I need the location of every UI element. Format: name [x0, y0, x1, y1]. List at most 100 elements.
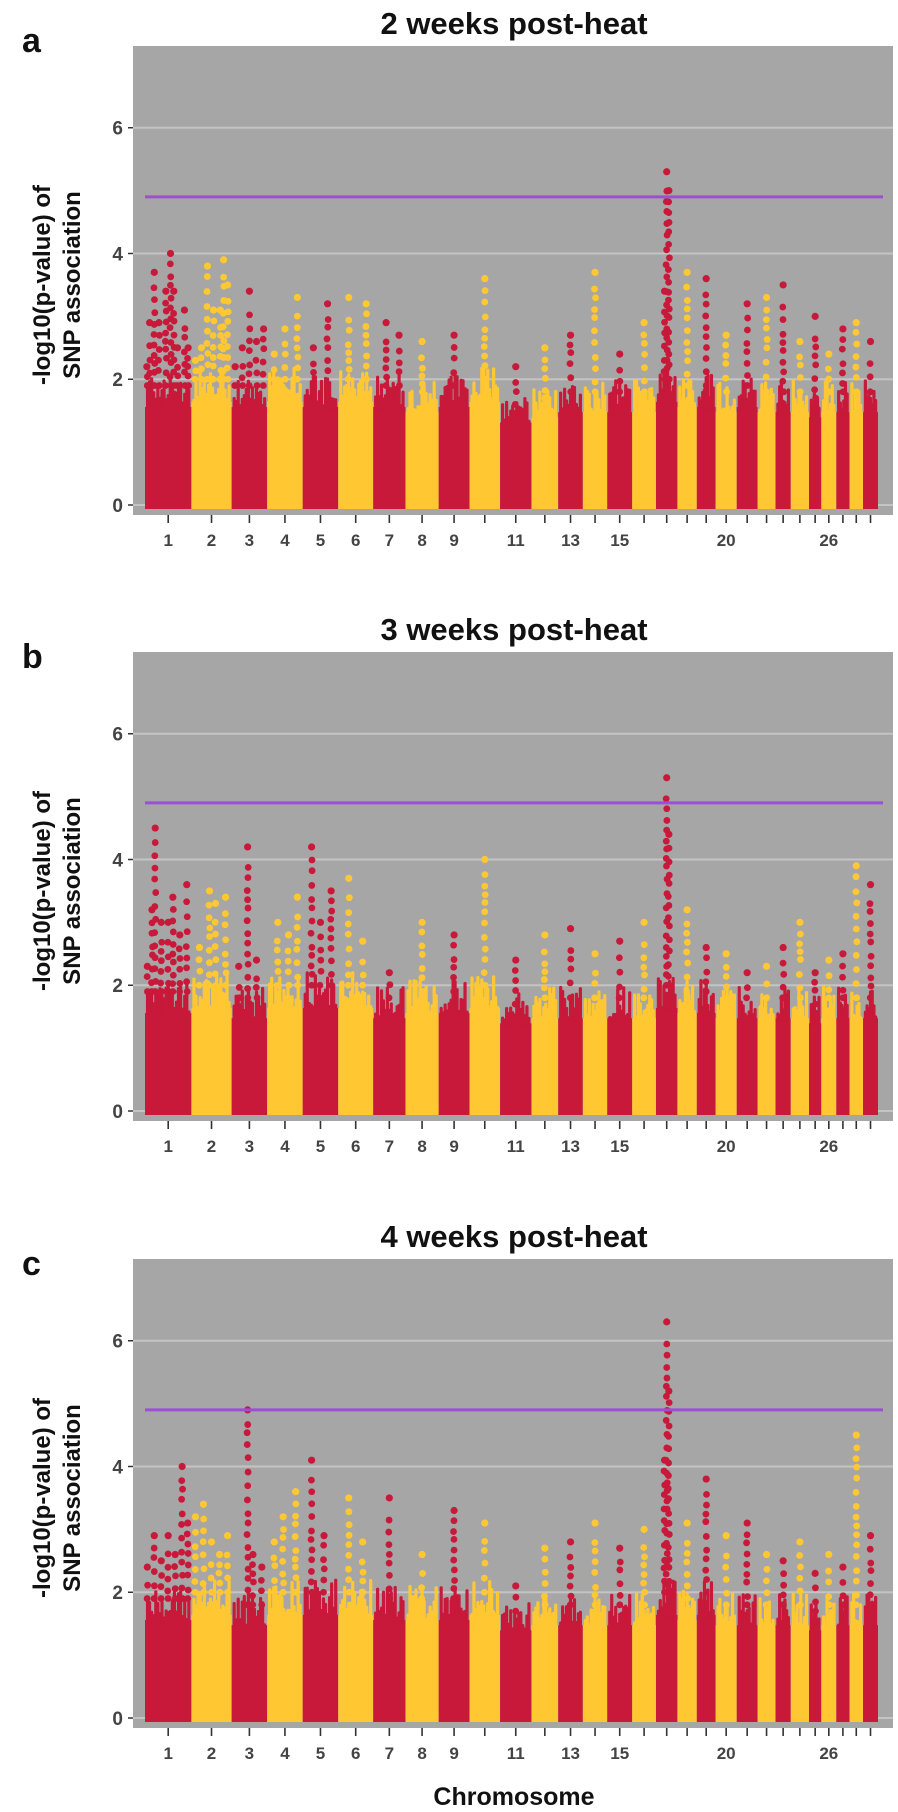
snp-point — [853, 340, 861, 348]
snp-point — [291, 1488, 300, 1496]
snp-point — [665, 1422, 673, 1430]
snp-point — [359, 1538, 367, 1546]
snp-point — [293, 335, 301, 343]
snp-point — [209, 306, 218, 314]
snp-point — [852, 888, 860, 896]
snp-point — [665, 288, 673, 296]
snp-point — [616, 1558, 624, 1566]
snp-point — [191, 1513, 200, 1521]
snp-point — [853, 1531, 860, 1539]
snp-point — [419, 1570, 426, 1577]
snp-point — [175, 945, 183, 953]
snp-point — [185, 382, 193, 389]
snp-point — [223, 1551, 231, 1559]
snp-point — [450, 1595, 457, 1602]
snp-point — [192, 367, 200, 375]
snp-point — [541, 960, 549, 968]
snp-point — [323, 335, 331, 343]
snp-point — [328, 981, 335, 989]
snp-point — [640, 954, 648, 962]
snp-point — [253, 994, 261, 1002]
x-tick-labels: 1 2 3 4 5 6 7 8 9 11 13 15 20 26 — [163, 1744, 838, 1763]
snp-point — [567, 1564, 575, 1571]
snp-point — [450, 1528, 457, 1535]
snp-point — [183, 928, 191, 936]
snp-point — [743, 969, 751, 977]
snp-point — [344, 375, 352, 383]
snp-point — [683, 1550, 691, 1557]
snp-point — [205, 914, 213, 922]
snp-point — [215, 1550, 224, 1559]
snp-point — [866, 373, 874, 381]
snp-point — [839, 325, 847, 333]
snp-point — [540, 948, 548, 956]
snp-point — [184, 1595, 192, 1602]
snp-point — [150, 1595, 158, 1602]
snp-point — [853, 1591, 860, 1599]
snp-point — [197, 344, 206, 352]
snp-point — [308, 951, 316, 959]
snp-point — [244, 1575, 252, 1582]
snp-point — [591, 1591, 599, 1599]
snp-point — [867, 938, 875, 946]
snp-point — [211, 970, 219, 978]
snp-point — [171, 1550, 179, 1559]
snp-point — [273, 946, 281, 954]
snp-point — [852, 1431, 860, 1439]
snp-point — [743, 1539, 750, 1547]
snp-point — [418, 388, 426, 396]
x-tick-label: 13 — [561, 1744, 580, 1763]
snp-point — [481, 899, 489, 906]
snp-point — [418, 1584, 425, 1592]
x-tick-label: 3 — [245, 1744, 254, 1763]
snp-point — [684, 1595, 692, 1602]
snp-point — [566, 1538, 575, 1546]
snp-point — [418, 951, 426, 958]
snp-point — [209, 332, 217, 339]
snp-point — [279, 1513, 287, 1521]
chart-title: 3 weeks post-heat — [380, 612, 647, 647]
y-tick-label: 0 — [112, 1102, 123, 1123]
snp-point — [164, 1550, 172, 1558]
snp-point — [702, 368, 710, 376]
snp-point — [203, 340, 211, 347]
snp-point — [665, 305, 673, 313]
x-tick-label: 2 — [207, 1137, 216, 1156]
snp-band — [531, 1625, 559, 1722]
snp-point — [665, 278, 672, 286]
snp-point — [480, 343, 488, 350]
snp-point — [171, 1595, 179, 1602]
snp-point — [615, 954, 623, 962]
snp-point — [169, 950, 177, 958]
snp-point — [665, 361, 673, 369]
snp-point — [591, 1539, 599, 1547]
snp-point — [183, 954, 191, 962]
snp-band — [145, 407, 192, 509]
snp-point — [866, 1601, 874, 1609]
snp-point — [212, 930, 219, 938]
snp-point — [796, 994, 804, 1002]
snp-point — [152, 889, 160, 896]
snp-point — [244, 985, 252, 992]
snp-band — [558, 1625, 583, 1722]
snp-point — [796, 353, 803, 361]
snp-point — [779, 281, 787, 289]
snp-band — [145, 1013, 192, 1115]
snp-point — [243, 917, 251, 925]
snp-point — [382, 364, 390, 372]
snp-point — [238, 374, 246, 382]
snp-point — [663, 1374, 671, 1382]
snp-band — [775, 412, 791, 509]
snp-point — [164, 1587, 172, 1595]
snp-band — [696, 407, 716, 509]
snp-point — [151, 852, 159, 860]
snp-point — [162, 329, 169, 337]
snp-point — [450, 956, 458, 963]
snp-point — [616, 350, 624, 358]
snp-point — [221, 921, 229, 929]
snp-band — [790, 1018, 809, 1115]
snp-point — [320, 1565, 328, 1573]
snp-point — [591, 268, 599, 276]
snp-point — [541, 344, 549, 352]
snp-point — [221, 893, 230, 901]
